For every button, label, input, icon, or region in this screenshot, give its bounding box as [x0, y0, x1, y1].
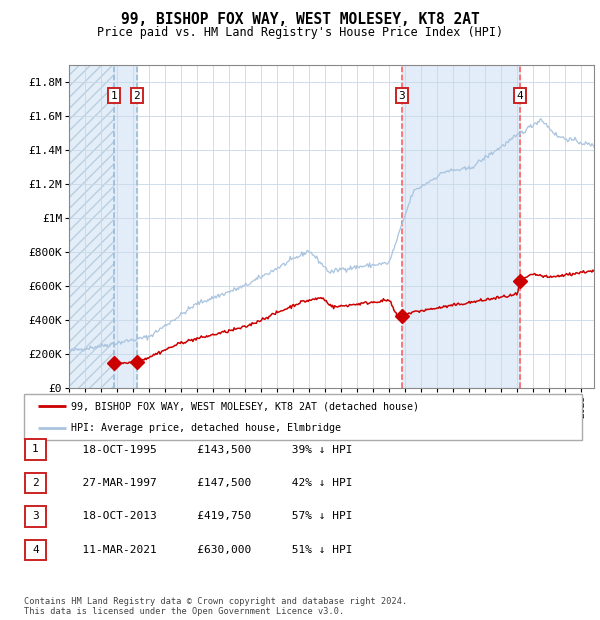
FancyBboxPatch shape [24, 394, 582, 440]
Text: 18-OCT-2013      £419,750      57% ↓ HPI: 18-OCT-2013 £419,750 57% ↓ HPI [69, 512, 353, 521]
Text: 99, BISHOP FOX WAY, WEST MOLESEY, KT8 2AT: 99, BISHOP FOX WAY, WEST MOLESEY, KT8 2A… [121, 12, 479, 27]
Bar [402, 65, 520, 388]
Text: 2: 2 [32, 478, 39, 488]
Text: 1: 1 [110, 91, 117, 100]
Text: 1: 1 [32, 445, 39, 454]
Text: 3: 3 [32, 512, 39, 521]
Bar [69, 65, 114, 388]
Text: 3: 3 [398, 91, 406, 100]
Bar [69, 65, 114, 388]
FancyBboxPatch shape [25, 540, 46, 560]
Text: 18-OCT-1995      £143,500      39% ↓ HPI: 18-OCT-1995 £143,500 39% ↓ HPI [69, 445, 353, 454]
FancyBboxPatch shape [25, 473, 46, 493]
Text: 99, BISHOP FOX WAY, WEST MOLESEY, KT8 2AT (detached house): 99, BISHOP FOX WAY, WEST MOLESEY, KT8 2A… [71, 401, 419, 411]
Text: 11-MAR-2021      £630,000      51% ↓ HPI: 11-MAR-2021 £630,000 51% ↓ HPI [69, 545, 353, 555]
Text: 27-MAR-1997      £147,500      42% ↓ HPI: 27-MAR-1997 £147,500 42% ↓ HPI [69, 478, 353, 488]
Bar [114, 65, 137, 388]
Text: Contains HM Land Registry data © Crown copyright and database right 2024.: Contains HM Land Registry data © Crown c… [24, 597, 407, 606]
Text: Price paid vs. HM Land Registry's House Price Index (HPI): Price paid vs. HM Land Registry's House … [97, 26, 503, 39]
Text: 4: 4 [32, 545, 39, 555]
FancyBboxPatch shape [25, 507, 46, 526]
FancyBboxPatch shape [25, 440, 46, 459]
Text: HPI: Average price, detached house, Elmbridge: HPI: Average price, detached house, Elmb… [71, 423, 341, 433]
Text: 2: 2 [133, 91, 140, 100]
Text: 4: 4 [517, 91, 524, 100]
Text: This data is licensed under the Open Government Licence v3.0.: This data is licensed under the Open Gov… [24, 607, 344, 616]
